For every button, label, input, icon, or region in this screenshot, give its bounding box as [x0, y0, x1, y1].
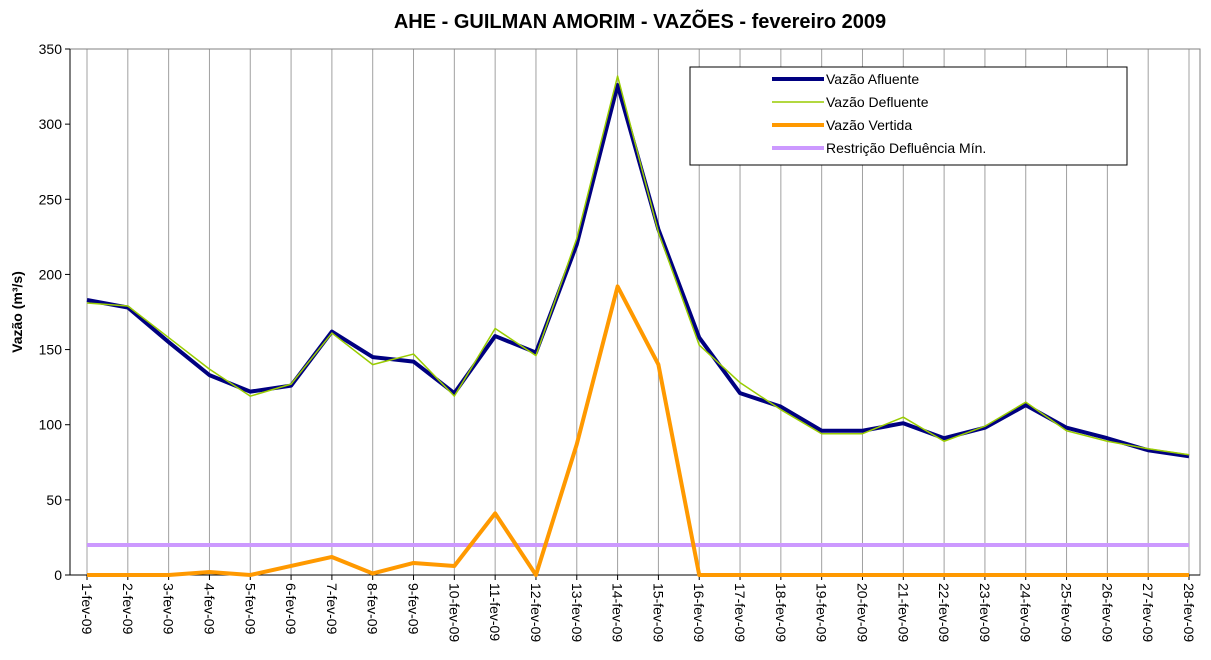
x-tick-label: 24-fev-09: [1018, 583, 1034, 642]
x-tick-label: 26-fev-09: [1099, 583, 1115, 642]
y-axis-label: Vazão (m³/s): [9, 271, 25, 353]
y-tick-label: 250: [39, 191, 63, 207]
x-tick-label: 25-fev-09: [1059, 583, 1075, 642]
x-tick-label: 8-fev-09: [365, 583, 381, 635]
y-tick-label: 150: [39, 342, 63, 358]
chart-title: AHE - GUILMAN AMORIM - VAZÕES - fevereir…: [394, 9, 886, 33]
x-tick-label: 17-fev-09: [732, 583, 748, 642]
y-tick-label: 0: [54, 567, 62, 583]
y-tick-label: 200: [39, 266, 63, 282]
x-tick-label: 4-fev-09: [201, 583, 217, 635]
x-tick-label: 6-fev-09: [283, 583, 299, 635]
x-tick-label: 19-fev-09: [814, 583, 830, 642]
x-tick-label: 22-fev-09: [936, 583, 952, 642]
series-line: [87, 284, 1189, 577]
x-tick-label: 15-fev-09: [650, 583, 666, 642]
x-tick-label: 13-fev-09: [569, 583, 585, 642]
y-tick-label: 350: [39, 41, 63, 57]
x-tick-label: 10-fev-09: [446, 583, 462, 642]
x-tick-label: 21-fev-09: [895, 583, 911, 642]
x-tick-label: 5-fev-09: [242, 583, 258, 635]
x-tick-label: 3-fev-09: [161, 583, 177, 635]
series-line: [86, 75, 1190, 456]
x-tick-label: 20-fev-09: [854, 583, 870, 642]
legend-label: Vazão Defluente: [826, 94, 929, 110]
x-tick-label: 18-fev-09: [773, 583, 789, 642]
x-tick-label: 7-fev-09: [324, 583, 340, 635]
y-tick-label: 300: [39, 116, 63, 132]
x-tick-label: 23-fev-09: [977, 583, 993, 642]
x-tick-label: 2-fev-09: [120, 583, 136, 635]
x-tick-label: 12-fev-09: [528, 583, 544, 642]
y-tick-label: 50: [46, 492, 62, 508]
x-tick-label: 16-fev-09: [691, 583, 707, 642]
legend-label: Restrição Defluência Mín.: [826, 140, 986, 156]
x-tick-label: 9-fev-09: [406, 583, 422, 635]
legend-box: [689, 66, 1128, 166]
x-tick-label: 27-fev-09: [1140, 583, 1156, 642]
legend-label: Vazão Vertida: [826, 117, 912, 133]
x-tick-label: 11-fev-09: [487, 583, 503, 641]
x-tick-label: 28-fev-09: [1181, 583, 1197, 642]
series-line: [86, 83, 1190, 459]
y-tick-label: 100: [39, 417, 63, 433]
legend-label: Vazão Afluente: [826, 71, 919, 87]
x-tick-label: 1-fev-09: [79, 583, 95, 635]
x-tick-label: 14-fev-09: [610, 583, 626, 642]
